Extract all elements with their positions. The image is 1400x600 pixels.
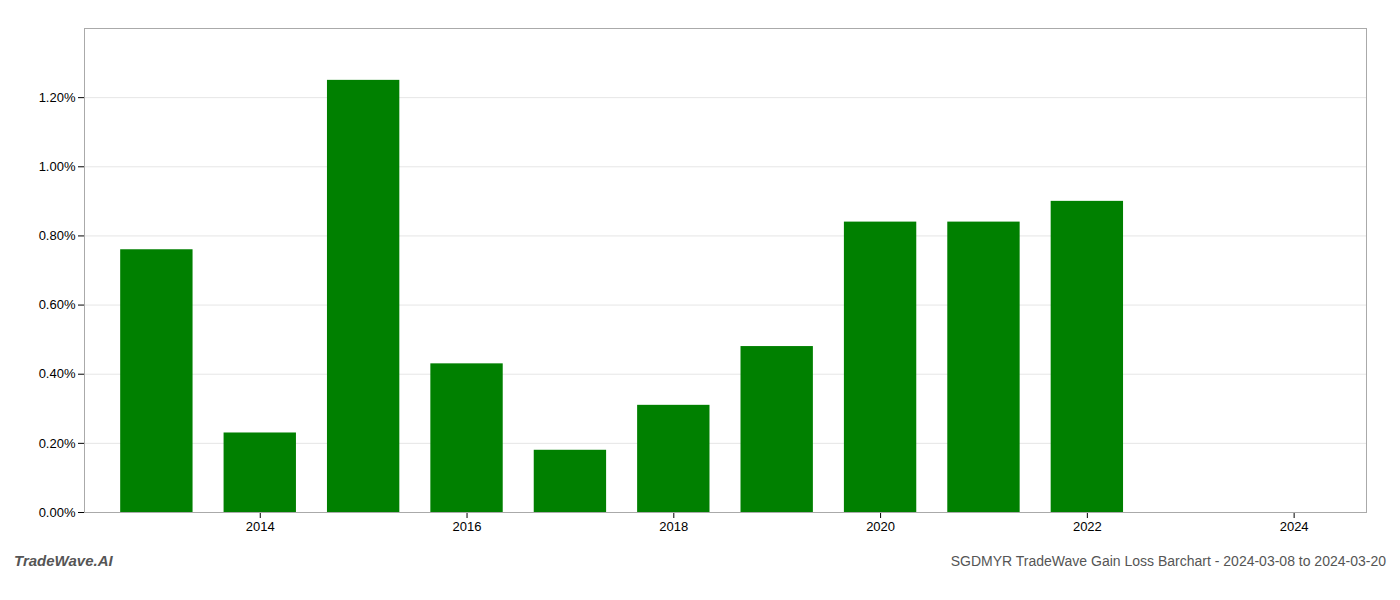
svg-text:2016: 2016 xyxy=(453,519,482,534)
svg-text:2022: 2022 xyxy=(1073,519,1102,534)
svg-text:2020: 2020 xyxy=(866,519,895,534)
svg-text:2024: 2024 xyxy=(1280,519,1309,534)
svg-text:2014: 2014 xyxy=(246,519,275,534)
svg-text:0.00%: 0.00% xyxy=(39,505,76,520)
svg-text:1.20%: 1.20% xyxy=(39,90,76,105)
svg-text:2018: 2018 xyxy=(659,519,688,534)
svg-text:0.20%: 0.20% xyxy=(39,436,76,451)
svg-text:1.00%: 1.00% xyxy=(39,159,76,174)
svg-text:0.40%: 0.40% xyxy=(39,366,76,381)
svg-text:0.80%: 0.80% xyxy=(39,228,76,243)
svg-text:0.60%: 0.60% xyxy=(39,297,76,312)
html-text:TradeWave.AI: TradeWave.AI xyxy=(14,552,113,569)
html-text:SGDMYR TradeWave Gain Loss Bar: SGDMYR TradeWave Gain Loss Barchart - 20… xyxy=(950,553,1386,569)
